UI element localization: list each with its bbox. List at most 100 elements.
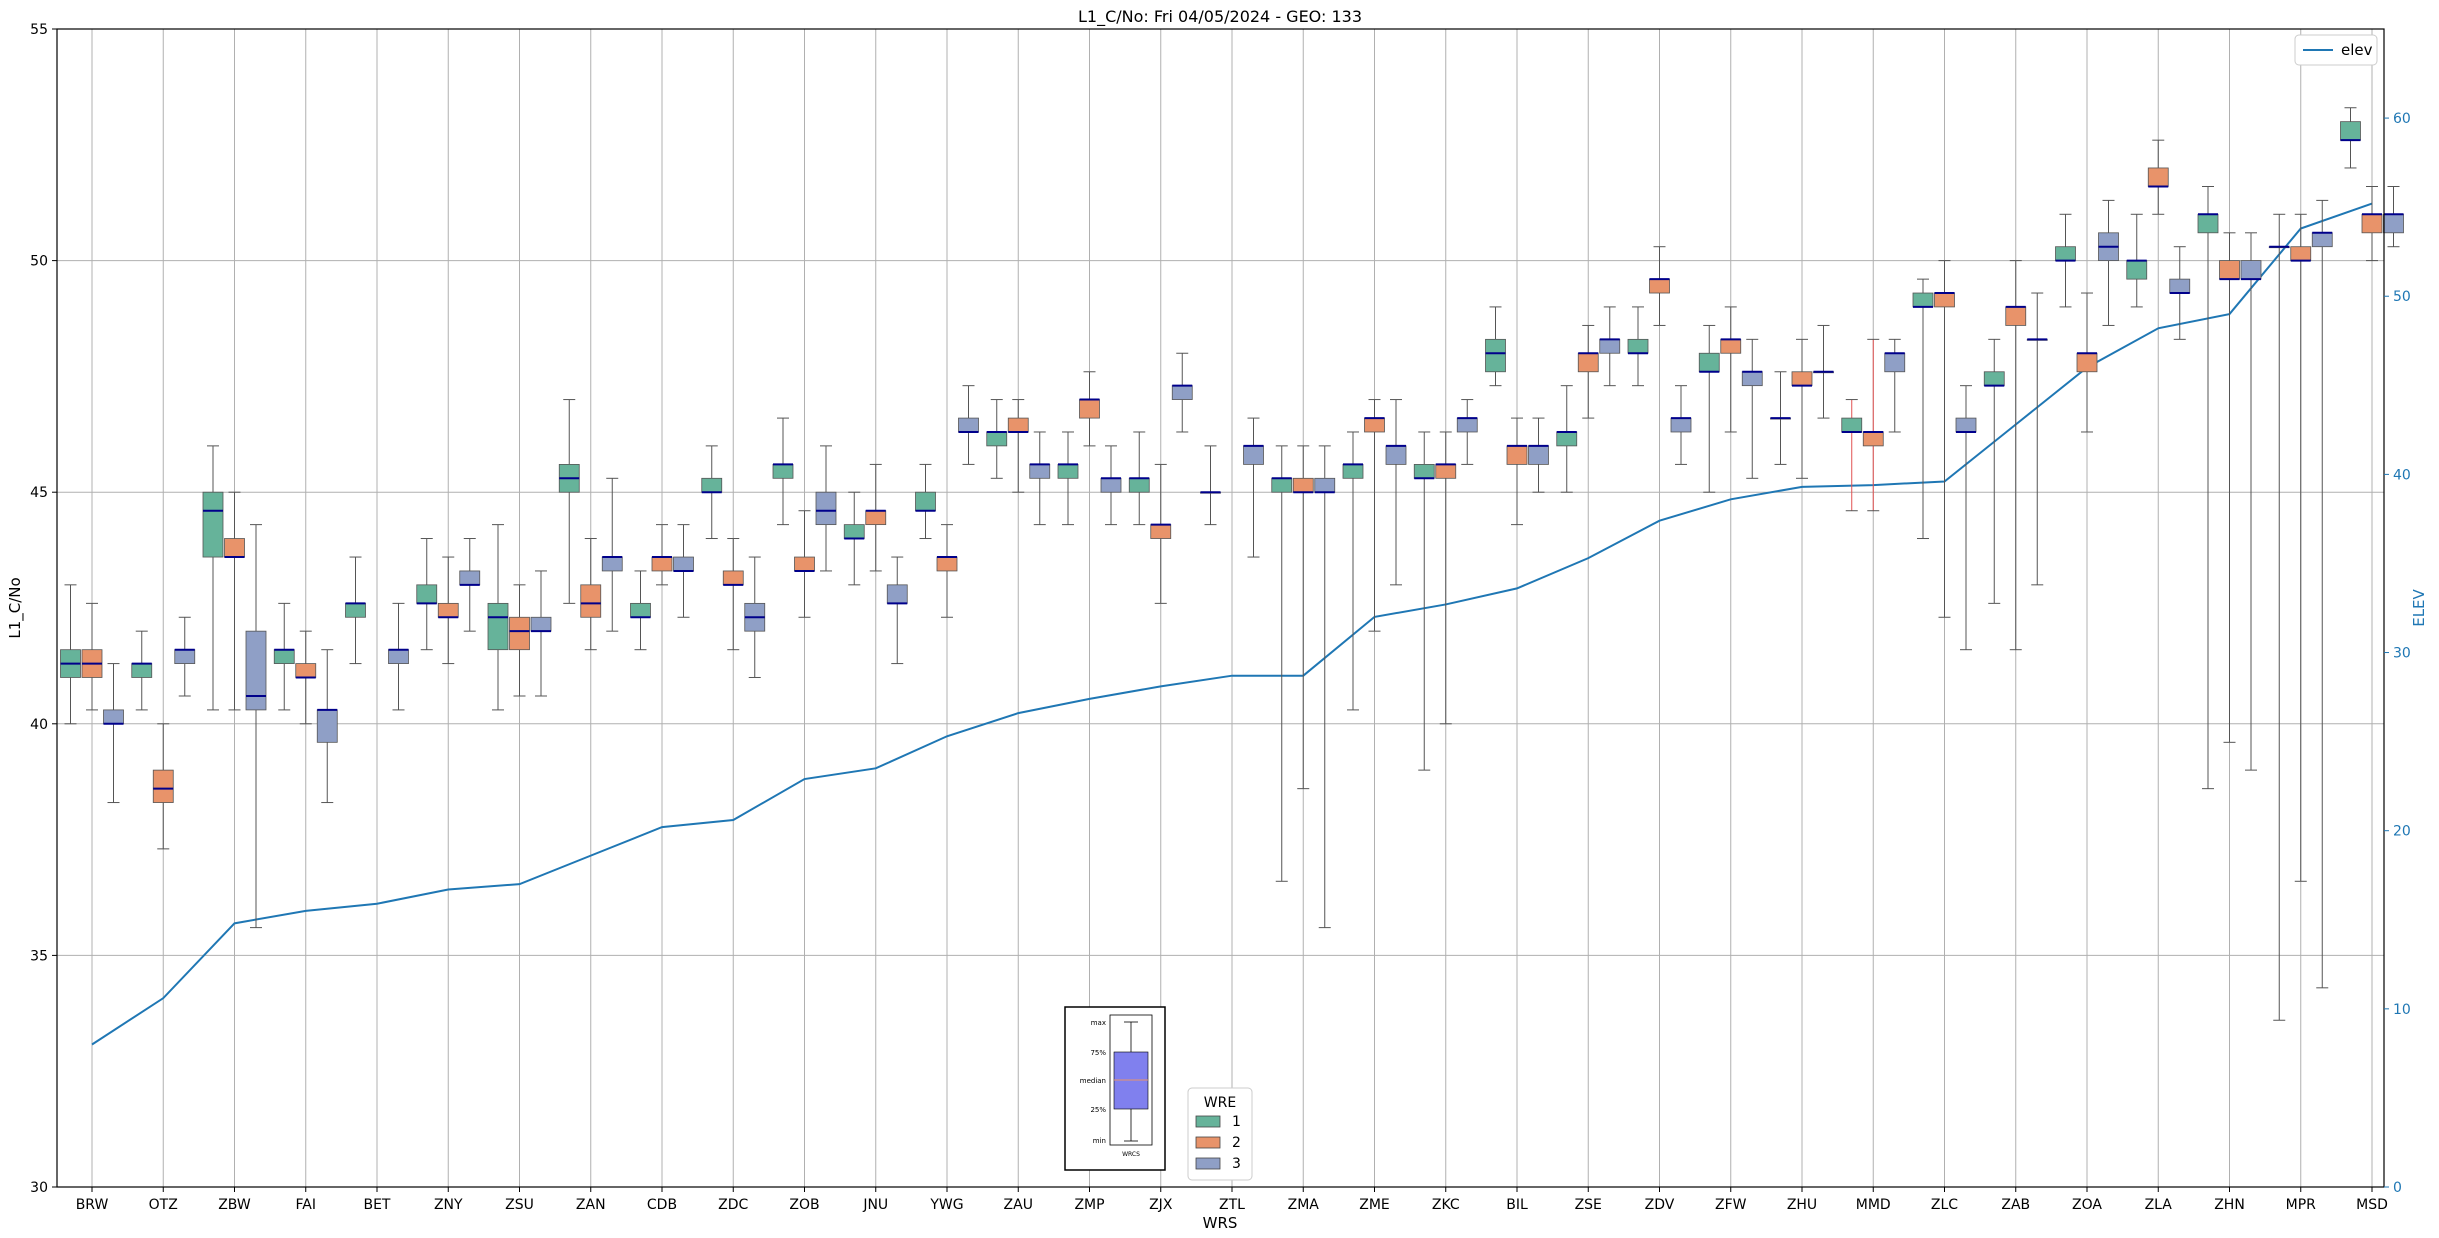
box-iqr [2311, 232, 2333, 248]
box-wre2-YWG [936, 524, 958, 618]
box-wre3-ZME [1385, 399, 1407, 586]
box-iqr [1314, 477, 1336, 493]
box-wre2-ZNY [437, 556, 459, 665]
box-wre2-ZLA [2147, 139, 2169, 215]
box-wre2-BRW [81, 602, 103, 711]
box-wre2-MMD [1862, 338, 1884, 512]
x-tick-label-21: ZSE [1575, 1197, 1602, 1213]
box-iqr [1741, 371, 1763, 387]
x-tick-label-6: ZSU [505, 1197, 534, 1213]
box-iqr [1435, 464, 1457, 479]
box-iqr [202, 491, 224, 558]
box-iqr [2197, 213, 2219, 234]
box-iqr [1385, 445, 1407, 465]
box-wre2-ZBW [224, 491, 245, 711]
box-wre3-ZNY [459, 538, 481, 632]
box-wre1-BIL [1485, 306, 1506, 387]
box-iqr [1128, 477, 1150, 493]
box-wre2-ZAB [2005, 260, 2027, 651]
box-wre1-JNU [843, 491, 865, 586]
inset-label-75: 75% [1090, 1049, 1106, 1057]
y2-axis-label: ELEV [2410, 588, 2428, 626]
box-wre3-MSD [2383, 185, 2404, 248]
box-wre1-ZBW [202, 445, 224, 711]
box-iqr [2076, 352, 2098, 373]
box-wre3-ZHN [2240, 232, 2262, 771]
inset-label-median: median [1080, 1077, 1106, 1085]
plot-frame [56, 28, 2385, 1188]
x-tick-label-2: ZBW [218, 1197, 251, 1213]
x-tick-label-24: ZHU [1787, 1197, 1817, 1213]
box-iqr [886, 584, 908, 604]
box-iqr [794, 556, 815, 572]
wre-legend-swatch-1 [1195, 1115, 1221, 1128]
box-wre2-JNU [865, 463, 887, 572]
box-iqr [1171, 385, 1193, 400]
y-axis-right: 0 10 20 30 40 50 60 [2384, 111, 2411, 1196]
inset-inner-frame [1109, 1014, 1153, 1146]
box-iqr [1627, 338, 1649, 354]
box-iqr [2340, 121, 2361, 141]
box-iqr [152, 769, 174, 803]
elevation-line-layer [91, 202, 2373, 1046]
box-iqr [958, 417, 979, 433]
box-wre2-FAI [295, 630, 317, 725]
box-wre1-ZSE [1556, 385, 1578, 493]
x-tick-label-0: BRW [76, 1197, 109, 1213]
box-iqr [1862, 431, 1884, 447]
x-tick-label-17: ZMA [1288, 1197, 1320, 1213]
boxplot-layer [60, 107, 2404, 1021]
box-wre3-CDB [673, 524, 694, 618]
box-iqr [1057, 464, 1079, 479]
box-wre1-ZOA [2055, 213, 2076, 308]
box-wre3-ZOB [815, 445, 837, 572]
box-wre1-ZLA [2126, 213, 2148, 308]
x-tick-label-22: ZDV [1645, 1197, 1675, 1213]
box-iqr [1791, 371, 1813, 387]
box-wre1-ZJX [1128, 431, 1150, 526]
box-iqr [459, 570, 481, 586]
box-wre3-ZAB [2026, 292, 2048, 586]
box-wre1-CDB [630, 570, 651, 651]
box-wre2-ZAU [1007, 399, 1029, 493]
box-wre2-ZDC [722, 538, 744, 651]
box-wre1-ZAN [558, 399, 580, 604]
wre-legend-frame [1187, 1087, 1253, 1181]
box-iqr [915, 491, 936, 512]
box-wre1-BRW [60, 584, 81, 725]
x-tick-label-10: ZOB [789, 1197, 819, 1213]
x-tick-label-20: BIL [1506, 1197, 1528, 1213]
box-wre2-ZSU [509, 584, 530, 697]
inset-label-25: 25% [1090, 1106, 1106, 1114]
x-axis-label: WRS [1203, 1214, 1238, 1232]
box-wre1-ZHN [2197, 185, 2219, 790]
box-iqr [1577, 352, 1599, 373]
x-tick-label-28: ZOA [2072, 1197, 2102, 1213]
box-wre2-ZMP [1079, 371, 1100, 447]
box-iqr [1150, 524, 1172, 539]
box-wre3-YWG [958, 385, 979, 465]
box-iqr [1271, 477, 1293, 493]
x-tick-label-23: ZFW [1715, 1197, 1747, 1213]
inset-xlabel: WRCS [1122, 1151, 1140, 1158]
box-iqr [174, 649, 196, 664]
box-iqr [316, 709, 338, 743]
box-wre2-ZMA [1292, 445, 1314, 790]
y2-tick-label-1: 10 [2393, 1002, 2411, 1018]
box-wre2-ZOA [2076, 292, 2098, 433]
y-tick-label-0: 30 [30, 1180, 48, 1196]
box-wre3-ZLC [1955, 385, 1977, 651]
y-tick-label-1: 35 [30, 948, 48, 964]
wre-legend-title: WRE [1204, 1095, 1236, 1111]
x-tick-label-26: ZLC [1931, 1197, 1958, 1213]
box-iqr [245, 630, 267, 711]
box-iqr [1599, 338, 1621, 354]
box-iqr [273, 649, 295, 664]
y2-tick-label-6: 60 [2393, 111, 2411, 127]
box-iqr [843, 524, 865, 539]
wre-legend-label-1: 1 [1232, 1114, 1241, 1130]
y2-tick-label-4: 40 [2393, 467, 2411, 483]
box-iqr [1364, 417, 1385, 433]
box-wre2-ZJX [1150, 463, 1172, 604]
